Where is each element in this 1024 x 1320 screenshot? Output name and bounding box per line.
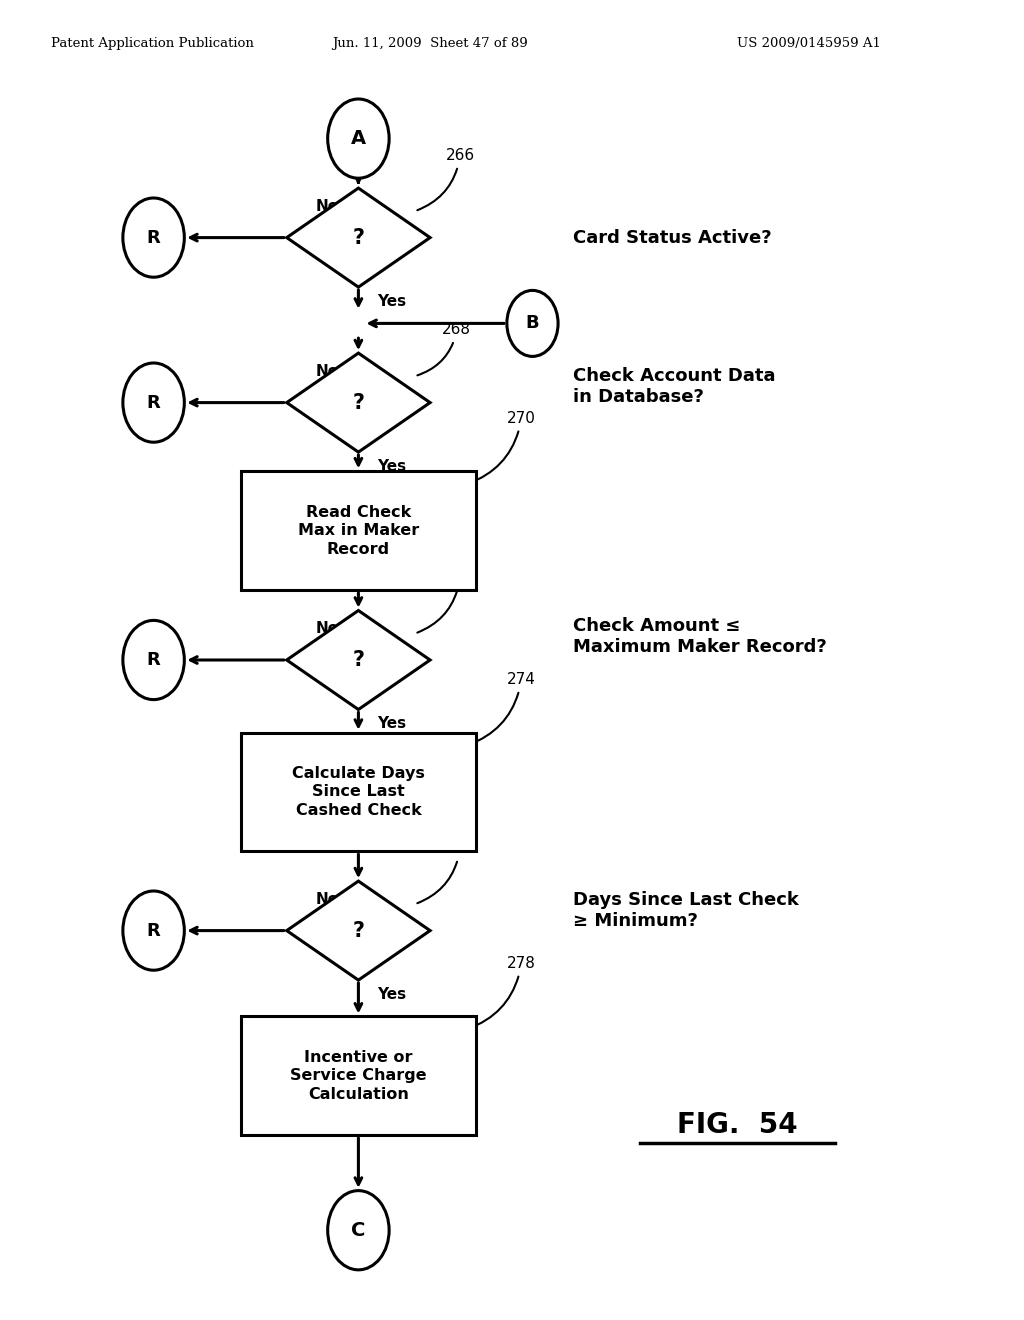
Text: Yes: Yes: [377, 715, 406, 731]
Text: No: No: [316, 892, 339, 907]
Text: ?: ?: [352, 920, 365, 941]
Text: Jun. 11, 2009  Sheet 47 of 89: Jun. 11, 2009 Sheet 47 of 89: [332, 37, 528, 50]
Text: Calculate Days
Since Last
Cashed Check: Calculate Days Since Last Cashed Check: [292, 766, 425, 818]
Text: Patent Application Publication: Patent Application Publication: [51, 37, 254, 50]
Polygon shape: [287, 354, 430, 451]
Circle shape: [328, 99, 389, 178]
Text: 276: 276: [418, 841, 474, 903]
Circle shape: [123, 620, 184, 700]
Text: ?: ?: [352, 649, 365, 671]
Bar: [241, 471, 476, 590]
Text: 266: 266: [418, 148, 474, 210]
Polygon shape: [287, 882, 430, 979]
Text: R: R: [146, 921, 161, 940]
Text: 274: 274: [469, 672, 536, 744]
Text: No: No: [316, 199, 339, 214]
Text: R: R: [146, 228, 161, 247]
Polygon shape: [287, 610, 430, 710]
Text: Read Check
Max in Maker
Record: Read Check Max in Maker Record: [298, 504, 419, 557]
Polygon shape: [287, 189, 430, 288]
Text: Card Status Active?: Card Status Active?: [573, 228, 772, 247]
Text: Days Since Last Check
≥ Minimum?: Days Since Last Check ≥ Minimum?: [573, 891, 800, 931]
Text: No: No: [316, 364, 339, 379]
Text: Incentive or
Service Charge
Calculation: Incentive or Service Charge Calculation: [290, 1049, 427, 1102]
Text: Yes: Yes: [377, 987, 406, 1002]
Circle shape: [123, 198, 184, 277]
Text: R: R: [146, 393, 161, 412]
Text: Yes: Yes: [377, 294, 406, 309]
Circle shape: [328, 1191, 389, 1270]
Text: No: No: [316, 622, 339, 636]
Text: Check Account Data
in Database?: Check Account Data in Database?: [573, 367, 776, 407]
Text: FIG.  54: FIG. 54: [677, 1110, 798, 1139]
Bar: [241, 733, 476, 851]
Text: 270: 270: [469, 411, 536, 483]
Text: C: C: [351, 1221, 366, 1239]
Circle shape: [123, 363, 184, 442]
Text: A: A: [351, 129, 366, 148]
Text: Check Amount ≤
Maximum Maker Record?: Check Amount ≤ Maximum Maker Record?: [573, 616, 827, 656]
Text: ?: ?: [352, 227, 365, 248]
Text: ?: ?: [352, 392, 365, 413]
Text: US 2009/0145959 A1: US 2009/0145959 A1: [737, 37, 882, 50]
Circle shape: [507, 290, 558, 356]
Bar: [241, 1016, 476, 1135]
Text: 278: 278: [469, 956, 536, 1028]
Circle shape: [123, 891, 184, 970]
Text: Yes: Yes: [377, 459, 406, 474]
Text: B: B: [525, 314, 540, 333]
Text: R: R: [146, 651, 161, 669]
Text: 268: 268: [418, 322, 471, 375]
Text: 272: 272: [418, 570, 474, 632]
